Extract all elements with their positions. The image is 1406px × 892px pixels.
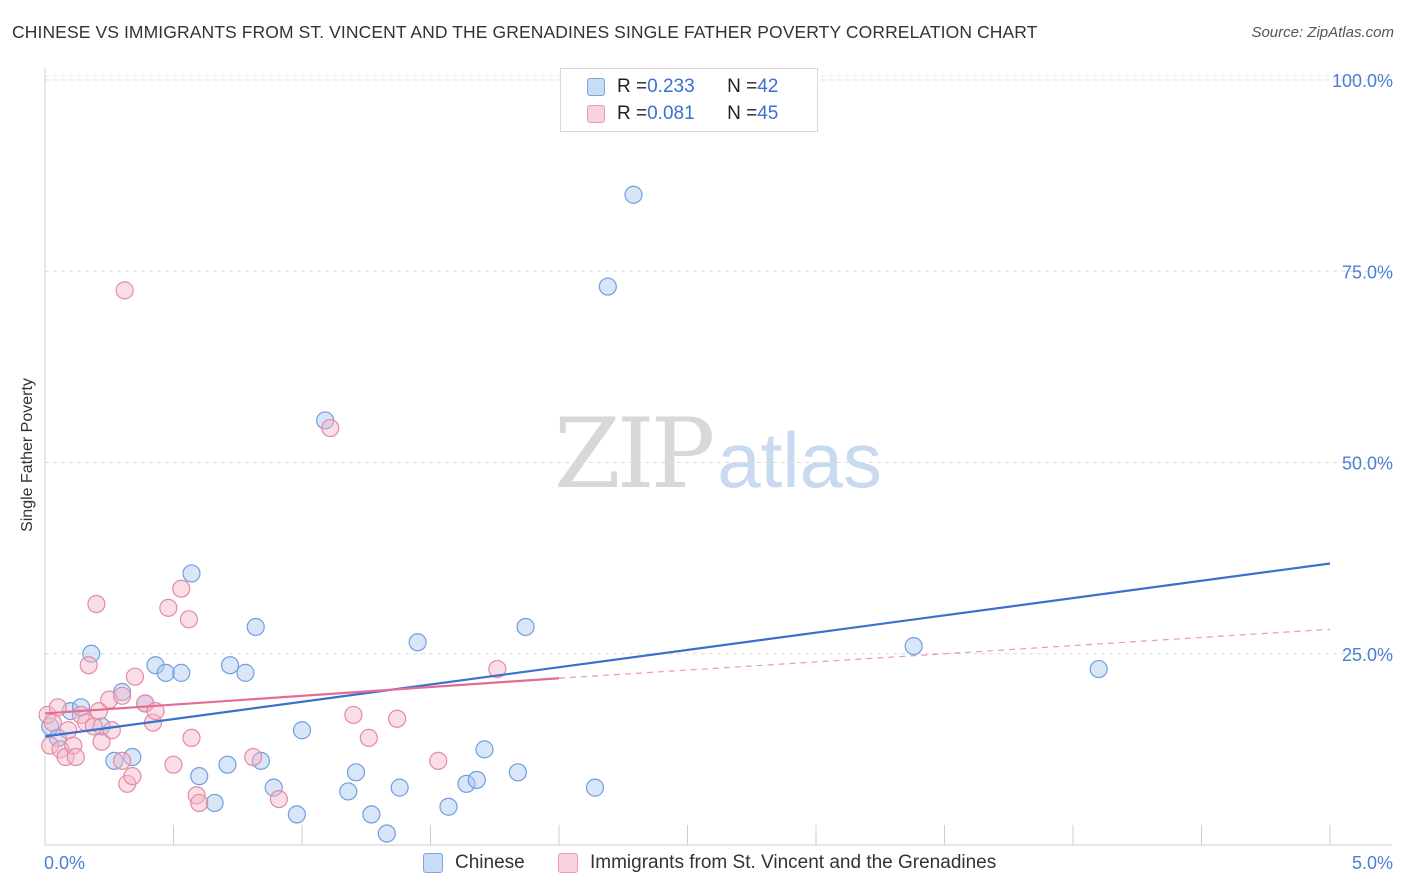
chinese-point [408, 633, 427, 652]
series-label-immigrants: Immigrants from St. Vincent and the Gren… [590, 852, 997, 873]
series-legend-chinese: Chinese [423, 852, 525, 874]
immigrants-point [41, 736, 60, 755]
immigrants-point [488, 659, 507, 679]
watermark: ZIPatlas [554, 398, 882, 510]
immigrants-point [112, 751, 132, 770]
chinese-point [246, 617, 265, 637]
chinese-point [264, 778, 283, 797]
chinese-point [508, 763, 527, 782]
immigrants-point [102, 721, 121, 740]
series-label-chinese: Chinese [455, 852, 525, 873]
immigrants-point [190, 793, 209, 813]
immigrants-point [164, 755, 183, 774]
immigrants-trendline [44, 677, 560, 715]
immigrants-point [321, 418, 340, 438]
series-swatch-immigrants [558, 853, 578, 873]
chinese-point [205, 793, 224, 813]
legend-r-label: R = [617, 76, 648, 97]
y-tick-label: 25.0% [1342, 645, 1393, 665]
chinese-point [362, 805, 381, 824]
series-swatch-chinese [423, 853, 443, 873]
immigrants-point [92, 732, 111, 751]
chart-title: CHINESE VS IMMIGRANTS FROM ST. VINCENT A… [12, 22, 1038, 42]
watermark-atlas: atlas [717, 416, 882, 504]
chinese-point [220, 656, 240, 675]
chinese-point [346, 763, 366, 782]
immigrants-point [43, 713, 62, 732]
chinese-point [123, 747, 142, 767]
correlation-legend: R = 0.233 N = 42 R = 0.081 N = 45 [560, 68, 818, 132]
immigrants-point [59, 721, 78, 740]
legend-swatch-chinese [587, 78, 605, 96]
chinese-point [172, 663, 191, 682]
immigrants-trendline-extension [558, 628, 1331, 679]
y-tick-label: 75.0% [1342, 262, 1393, 282]
chinese-point [377, 824, 396, 843]
immigrants-point [123, 767, 142, 786]
immigrants-point [66, 747, 85, 767]
chinese-point [82, 644, 101, 663]
chinese-point [92, 717, 111, 736]
immigrants-point [79, 656, 98, 675]
series-legend-immigrants: Immigrants from St. Vincent and the Gren… [558, 852, 996, 874]
immigrants-point [84, 717, 103, 736]
legend-r-value: 0.233 [647, 76, 695, 97]
immigrants-point [182, 728, 201, 748]
chinese-point [439, 797, 458, 816]
legend-n-value: 42 [757, 76, 779, 97]
immigrants-point [112, 686, 132, 705]
source-label: Source: ZipAtlas.com [1251, 24, 1394, 41]
immigrants-point [344, 705, 363, 725]
legend-n-label: N = [727, 103, 758, 124]
chinese-point [624, 185, 643, 204]
chinese-point [467, 770, 486, 790]
chinese-point [292, 721, 312, 740]
immigrants-point [115, 281, 134, 300]
chinese-point [585, 778, 605, 797]
legend-row-chinese: R = 0.233 N = 42 [587, 75, 778, 99]
immigrants-point [64, 736, 83, 755]
series-legend: Chinese Immigrants from St. Vincent and … [0, 852, 1406, 878]
x-tick-label: 0.0% [44, 853, 85, 873]
immigrants-point [387, 709, 407, 728]
immigrants-point [179, 610, 199, 629]
chinese-point [339, 782, 358, 801]
watermark-zip: ZIP [554, 398, 715, 510]
chinese-point [390, 778, 409, 797]
legend-r-value: 0.081 [647, 103, 695, 124]
chinese-point [598, 277, 617, 296]
legend-row-immigrants: R = 0.081 N = 45 [587, 102, 778, 126]
immigrants-point [87, 594, 106, 614]
immigrants-point [269, 789, 288, 809]
immigrants-point [359, 728, 378, 748]
chinese-trendline [44, 562, 1331, 738]
chinese-point [904, 636, 923, 656]
chinese-point [218, 755, 237, 774]
chinese-point [457, 774, 476, 793]
legend-n-label: N = [727, 76, 758, 97]
immigrants-point [429, 751, 448, 770]
chinese-point [156, 663, 175, 682]
chinese-point [105, 751, 124, 770]
y-tick-label: 50.0% [1342, 454, 1393, 474]
chinese-point [182, 564, 201, 583]
chinese-point [475, 740, 494, 759]
immigrants-point [125, 667, 145, 686]
chinese-point [236, 663, 255, 682]
chinese-point [190, 767, 209, 786]
immigrants-point [159, 598, 178, 617]
y-tick-label: 100.0% [1332, 71, 1393, 91]
immigrants-point [172, 579, 191, 598]
legend-r-label: R = [617, 103, 648, 124]
chinese-point [287, 805, 306, 824]
legend-swatch-immigrants [587, 105, 605, 123]
immigrants-point [244, 747, 263, 767]
chinese-point [516, 617, 535, 637]
legend-n-value: 45 [757, 103, 779, 124]
x-tick-label: 5.0% [1352, 853, 1393, 873]
chinese-point [1089, 659, 1108, 679]
chinese-point [146, 656, 165, 675]
